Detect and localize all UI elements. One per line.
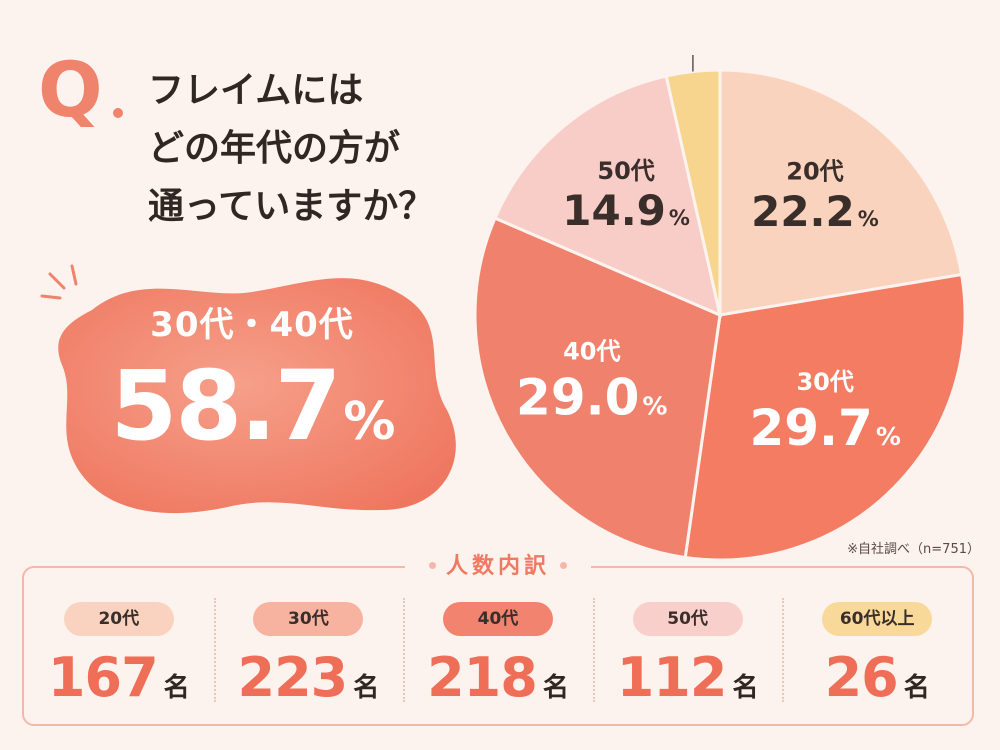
- count-number: 112: [616, 646, 728, 709]
- slice-label: 30代: [796, 368, 853, 396]
- highlight-text: 30代・40代 58.7%: [52, 305, 452, 477]
- breakdown-columns: 20代 167 名 30代 223 名 40代 218 名 50代 112 名 60代以…: [24, 568, 972, 724]
- question-title: フレイムには どの年代の方が 通っていますか？: [148, 62, 434, 236]
- age-pill: 30代: [253, 602, 364, 636]
- count: 26 名: [782, 648, 972, 708]
- age-pill: 40代: [442, 602, 553, 636]
- count-unit: 名: [163, 673, 190, 703]
- pie-slice: [664, 68, 722, 316]
- age-pill: 20代: [63, 602, 174, 636]
- emphasis-burst-icon: [40, 264, 78, 300]
- breakdown-column: 30代 223 名: [213, 568, 404, 724]
- count-number: 26: [824, 646, 899, 709]
- count: 112 名: [593, 648, 783, 708]
- breakdown-column: 40代 218 名: [403, 568, 593, 724]
- question-mark-letter: Q: [38, 45, 103, 134]
- slice-label: 20代: [786, 158, 843, 186]
- title-dot: [560, 561, 567, 569]
- question-line: どの年代の方が: [148, 128, 401, 169]
- count-number: 218: [427, 646, 538, 709]
- highlight-blob: [58, 278, 456, 514]
- title-dot: [428, 561, 436, 569]
- count: 167 名: [24, 648, 214, 708]
- breakdown-title: 人数内訳: [445, 554, 550, 579]
- count: 223 名: [214, 648, 404, 708]
- age-pill: 60代以上: [822, 602, 933, 636]
- slice-label: 40代: [563, 337, 620, 365]
- question-line: 通っていますか？: [148, 186, 435, 227]
- highlight-unit: %: [343, 392, 395, 452]
- slice-value: 29.7%: [749, 399, 900, 457]
- highlight-value: 58.7: [110, 350, 342, 462]
- age-pill: 50代: [632, 602, 743, 636]
- highlight-value-wrap: 58.7%: [52, 351, 452, 477]
- breakdown-panel: 人数内訳 20代 167 名 30代 223 名 40代 218 名 50代 112 名…: [22, 552, 974, 726]
- question-line: フレイムには: [148, 70, 364, 111]
- breakdown-column: 60代以上 26 名: [782, 568, 972, 724]
- age-pie-chart: 20代22.2%30代29.7%40代29.0%50代14.9%60代以上3.5…: [473, 55, 967, 562]
- breakdown-title-wrap: 人数内訳: [404, 552, 591, 582]
- question-mark-dot: [113, 108, 123, 118]
- count-unit: 名: [732, 673, 759, 703]
- slice-value: 22.2%: [751, 187, 879, 236]
- slice-label: 50代: [597, 157, 654, 185]
- count-unit: 名: [353, 673, 380, 703]
- slice-value: 14.9%: [562, 186, 690, 235]
- slice-value: 29.0%: [516, 368, 667, 426]
- leader-line: [692, 55, 694, 72]
- breakdown-column: 20代 167 名: [24, 568, 214, 724]
- count-number: 223: [237, 646, 349, 709]
- pie-slice: [492, 74, 723, 318]
- breakdown-column: 50代 112 名: [592, 568, 783, 724]
- count-unit: 名: [542, 673, 569, 703]
- count-number: 167: [47, 646, 159, 709]
- pie-slice: [683, 272, 967, 562]
- count-unit: 名: [903, 673, 930, 703]
- pie-slice: [473, 216, 722, 560]
- highlight-label: 30代・40代: [150, 305, 354, 345]
- count: 218 名: [403, 648, 593, 708]
- survey-note: ※自社調べ（n=751）: [847, 542, 980, 557]
- pie-slice: [718, 68, 964, 317]
